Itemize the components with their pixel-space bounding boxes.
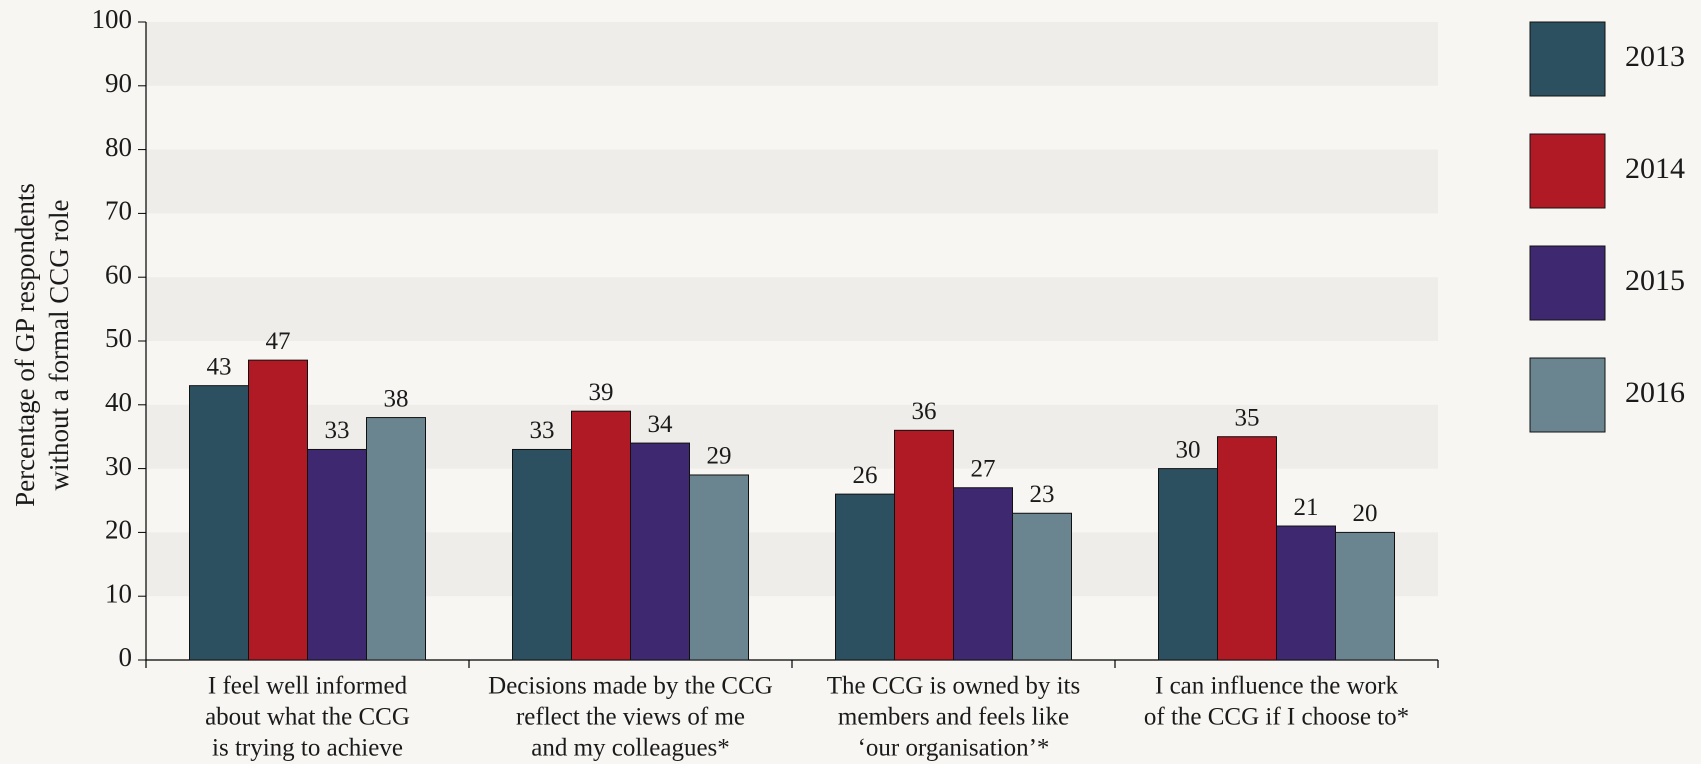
data-label: 29: [707, 443, 732, 470]
y-tick-label: 100: [92, 4, 133, 34]
x-tick-label: The CCG is owned by its: [827, 673, 1080, 700]
bar: [189, 385, 249, 661]
background-band: [146, 277, 1438, 341]
data-label: 34: [648, 411, 674, 438]
y-tick-label: 70: [105, 196, 132, 226]
bar: [953, 487, 1013, 661]
data-label: 43: [207, 353, 232, 380]
y-tick-label: 90: [105, 68, 132, 98]
data-label: 39: [589, 379, 614, 406]
bar: [1158, 468, 1218, 661]
bar: [1217, 436, 1277, 661]
x-tick-label: I feel well informed: [208, 673, 408, 700]
data-label: 36: [912, 398, 937, 425]
background-band: [146, 22, 1438, 86]
x-tick-label: is trying to achieve: [212, 735, 403, 762]
data-label: 38: [384, 385, 409, 412]
bar: [835, 493, 895, 661]
data-label: 21: [1294, 494, 1319, 521]
bar: [1335, 531, 1395, 661]
y-tick-label: 20: [105, 515, 132, 545]
x-tick-label: about what the CCG: [205, 704, 410, 731]
x-tick-label: members and feels like: [838, 704, 1069, 731]
data-label: 35: [1235, 404, 1260, 431]
data-label: 47: [266, 328, 291, 355]
y-axis-label: without a formal CCG role: [44, 200, 74, 491]
data-label: 27: [971, 455, 996, 482]
data-label: 26: [853, 462, 878, 489]
x-tick-label: reflect the views of me: [516, 704, 745, 731]
legend-swatch: [1529, 357, 1606, 433]
bar: [512, 448, 572, 661]
y-tick-label: 80: [105, 132, 132, 162]
y-tick-label: 60: [105, 259, 132, 289]
legend-swatch: [1529, 245, 1606, 321]
y-tick-label: 40: [105, 387, 132, 417]
data-label: 30: [1176, 436, 1201, 463]
legend-label: 2013: [1625, 40, 1685, 73]
x-tick-label: of the CCG if I choose to*: [1144, 704, 1409, 731]
x-tick-label: Decisions made by the CCG: [488, 673, 773, 700]
background-band: [146, 149, 1438, 214]
legend-label: 2014: [1625, 152, 1685, 185]
legend-swatch: [1529, 133, 1606, 209]
y-axis-label: Percentage of GP respondents: [10, 183, 40, 507]
bar: [894, 429, 954, 661]
bar: [571, 410, 631, 661]
bar: [630, 442, 690, 661]
bar: [1012, 512, 1072, 661]
data-label: 33: [530, 417, 555, 444]
y-tick-label: 50: [105, 323, 132, 353]
x-tick-label: and my colleagues*: [531, 735, 730, 762]
y-tick-label: 0: [119, 642, 133, 672]
y-tick-label: 10: [105, 578, 132, 608]
x-tick-label: I can influence the work: [1155, 673, 1398, 700]
data-label: 33: [325, 417, 350, 444]
data-label: 23: [1030, 481, 1055, 508]
bar: [366, 417, 426, 661]
legend-swatch: [1529, 21, 1606, 97]
y-tick-label: 30: [105, 451, 132, 481]
legend-label: 2016: [1625, 376, 1685, 409]
bar: [248, 359, 308, 661]
data-label: 20: [1353, 500, 1378, 527]
bar: [689, 474, 749, 661]
bar: [1276, 525, 1336, 661]
x-tick-label: ‘our organisation’*: [858, 735, 1050, 762]
legend-label: 2015: [1625, 264, 1685, 297]
bar: [307, 448, 367, 661]
